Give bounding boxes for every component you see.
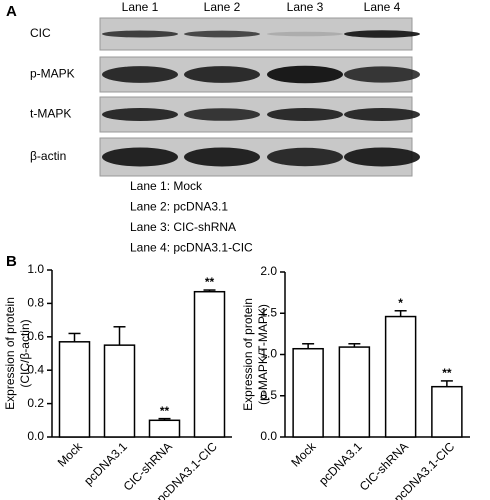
- y-tick-label: 2.0: [260, 264, 277, 278]
- y-axis-label-line: Expression of protein: [241, 298, 255, 411]
- bar: [148, 419, 181, 438]
- y-tick-label: 0.8: [27, 296, 44, 310]
- bar: [193, 290, 226, 438]
- bar: [338, 346, 371, 438]
- blot-band: [184, 66, 260, 83]
- y-tick-label: 0.0: [27, 429, 44, 443]
- bar: [292, 347, 324, 438]
- blot-band: [267, 31, 343, 37]
- panel-label: B: [6, 253, 17, 270]
- lane-label: Lane 2: [204, 0, 241, 14]
- lane-label: Lane 3: [287, 0, 324, 14]
- blot-band: [267, 65, 343, 84]
- y-tick-label: 0.6: [27, 329, 44, 343]
- bar: [103, 344, 136, 438]
- blot-band: [102, 147, 178, 167]
- protein-label: p-MAPK: [30, 67, 75, 81]
- significance-mark: **: [160, 404, 170, 418]
- y-axis-label: Expression of protein(CIC/β-actin): [3, 297, 32, 410]
- y-axis-label-line: Expression of protein: [3, 297, 17, 410]
- blot-band: [267, 108, 343, 121]
- significance-mark: **: [205, 275, 215, 289]
- bar: [384, 315, 417, 438]
- y-tick-label: 1.5: [260, 305, 277, 319]
- lane-label: Lane 4: [364, 0, 401, 14]
- blot-band: [267, 147, 343, 167]
- blot-band: [184, 30, 260, 38]
- legend-line: Lane 4: pcDNA3.1-CIC: [130, 241, 253, 255]
- x-tick-label: pcDNA3.1: [316, 439, 365, 488]
- significance-mark: **: [442, 366, 452, 380]
- protein-label: β-actin: [30, 149, 66, 163]
- y-axis-label-line: (p-MAPK/T-MAPK): [256, 304, 270, 405]
- blot-band: [184, 108, 260, 121]
- blot-band: [344, 108, 420, 121]
- blot-band: [102, 66, 178, 83]
- legend-line: Lane 1: Mock: [130, 179, 203, 193]
- blot-band: [184, 147, 260, 167]
- bar: [58, 341, 91, 438]
- blot-band: [344, 66, 420, 83]
- y-axis-label: Expression of protein(p-MAPK/T-MAPK): [241, 298, 270, 411]
- protein-label: t-MAPK: [30, 107, 71, 121]
- y-tick-label: 0.2: [27, 396, 44, 410]
- x-tick-label: Mock: [55, 439, 86, 470]
- legend-line: Lane 3: CIC-shRNA: [130, 220, 236, 234]
- lane-label: Lane 1: [122, 0, 159, 14]
- blot-band: [344, 30, 420, 38]
- y-tick-label: 0.0: [260, 429, 277, 443]
- bar: [431, 385, 463, 438]
- y-tick-label: 1.0: [27, 262, 44, 276]
- y-tick-label: 1.0: [260, 347, 277, 361]
- y-axis-label-line: (CIC/β-actin): [18, 319, 32, 387]
- y-tick-label: 0.4: [27, 362, 44, 376]
- significance-mark: *: [398, 296, 403, 310]
- x-tick-label: Mock: [288, 439, 319, 470]
- blot-band: [102, 108, 178, 121]
- blot-band: [344, 147, 420, 167]
- panel-label: A: [6, 3, 17, 20]
- y-tick-label: 0.5: [260, 388, 277, 402]
- legend-line: Lane 2: pcDNA3.1: [130, 200, 228, 214]
- blot-band: [102, 30, 178, 38]
- protein-label: CIC: [30, 26, 51, 40]
